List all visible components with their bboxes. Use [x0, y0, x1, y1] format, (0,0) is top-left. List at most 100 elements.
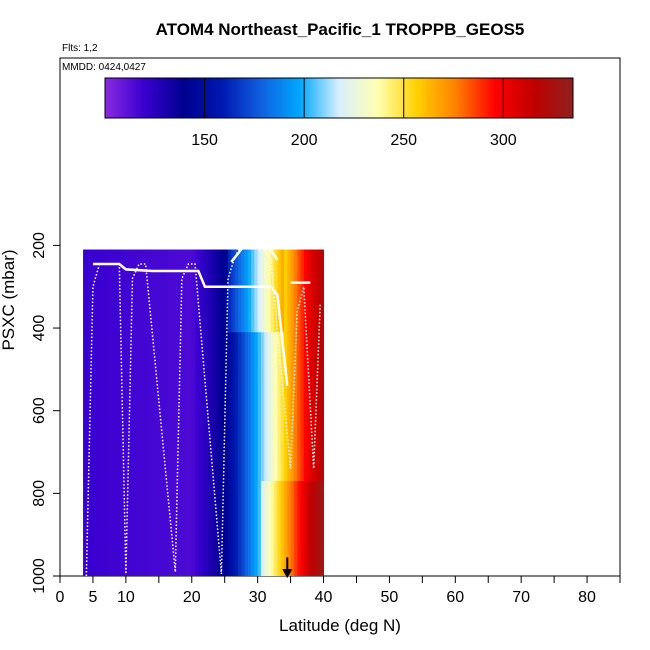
field-cell	[254, 373, 259, 383]
field-cell	[102, 266, 107, 275]
field-cell	[270, 497, 275, 507]
field-cell	[313, 464, 318, 474]
field-cell	[244, 514, 249, 523]
field-cell	[89, 464, 94, 474]
field-cell	[237, 315, 242, 325]
field-cell	[237, 390, 242, 399]
field-cell	[310, 522, 315, 532]
field-cell	[274, 398, 278, 408]
field-cell	[214, 530, 219, 540]
field-cell	[125, 505, 130, 515]
field-cell	[316, 307, 321, 317]
field-cell	[287, 282, 292, 292]
field-cell	[175, 249, 180, 259]
field-cell	[224, 538, 229, 548]
field-cell	[260, 266, 265, 275]
field-cell	[86, 547, 91, 556]
field-cell	[96, 414, 101, 424]
field-cell	[139, 381, 143, 391]
field-cell	[277, 290, 282, 300]
field-cell	[267, 423, 272, 432]
field-cell	[165, 514, 170, 523]
field-cell	[83, 563, 87, 573]
field-cell	[155, 480, 160, 490]
field-cell	[148, 274, 153, 284]
field-cell	[181, 249, 186, 259]
field-cell	[172, 522, 176, 532]
field-cell	[228, 381, 232, 391]
field-cell	[297, 332, 301, 341]
field-cell	[208, 538, 213, 548]
field-cell	[224, 447, 229, 457]
field-cell	[83, 323, 87, 333]
field-cell	[83, 332, 87, 341]
field-cell	[277, 266, 282, 275]
field-cell	[122, 365, 127, 375]
field-cell	[218, 332, 222, 341]
field-cell	[214, 274, 219, 284]
field-cell	[195, 414, 199, 424]
field-cell	[158, 274, 163, 284]
field-cell	[112, 497, 117, 507]
field-cell	[158, 282, 163, 292]
field-cell	[188, 332, 193, 341]
field-cell	[158, 447, 163, 457]
field-cell	[267, 522, 272, 532]
field-cell	[129, 447, 133, 457]
field-cell	[221, 381, 226, 391]
field-cell	[102, 373, 107, 383]
field-cell	[264, 447, 269, 457]
field-cell	[254, 571, 259, 576]
field-cell	[112, 464, 117, 474]
field-cell	[125, 563, 130, 573]
field-cell	[218, 356, 222, 366]
field-cell	[148, 398, 153, 408]
field-cell	[135, 249, 140, 259]
field-cell	[280, 530, 285, 540]
field-cell	[145, 332, 150, 341]
field-cell	[165, 348, 170, 358]
field-cell	[303, 381, 308, 391]
field-cell	[188, 257, 193, 267]
field-cell	[198, 373, 203, 383]
field-cell	[224, 555, 229, 565]
field-cell	[260, 398, 265, 408]
field-cell	[185, 423, 189, 432]
field-cell	[119, 447, 124, 457]
field-cell	[284, 315, 288, 325]
field-cell	[257, 464, 262, 474]
field-cell	[195, 315, 199, 325]
field-cell	[145, 348, 150, 358]
field-cell	[145, 390, 150, 399]
field-cell	[214, 373, 219, 383]
field-cell	[195, 356, 199, 366]
field-cell	[224, 356, 229, 366]
field-cell	[320, 555, 325, 565]
field-cell	[122, 373, 127, 383]
field-cell	[132, 489, 137, 498]
field-cell	[139, 472, 143, 482]
field-cell	[247, 538, 252, 548]
field-cell	[284, 505, 288, 515]
field-cell	[264, 555, 269, 565]
field-cell	[310, 497, 315, 507]
field-cell	[102, 257, 107, 267]
field-cell	[267, 505, 272, 515]
field-cell	[224, 365, 229, 375]
field-cell	[277, 340, 282, 350]
field-cell	[125, 340, 130, 350]
field-cell	[139, 299, 143, 308]
field-cell	[181, 274, 186, 284]
field-cell	[122, 307, 127, 317]
field-cell	[310, 299, 315, 308]
field-cell	[214, 348, 219, 358]
field-cell	[284, 299, 288, 308]
field-cell	[132, 356, 137, 366]
field-cell	[89, 547, 94, 556]
field-cell	[175, 480, 180, 490]
field-cell	[316, 414, 321, 424]
field-cell	[162, 290, 166, 300]
field-cell	[148, 323, 153, 333]
field-cell	[231, 348, 236, 358]
field-cell	[92, 381, 97, 391]
